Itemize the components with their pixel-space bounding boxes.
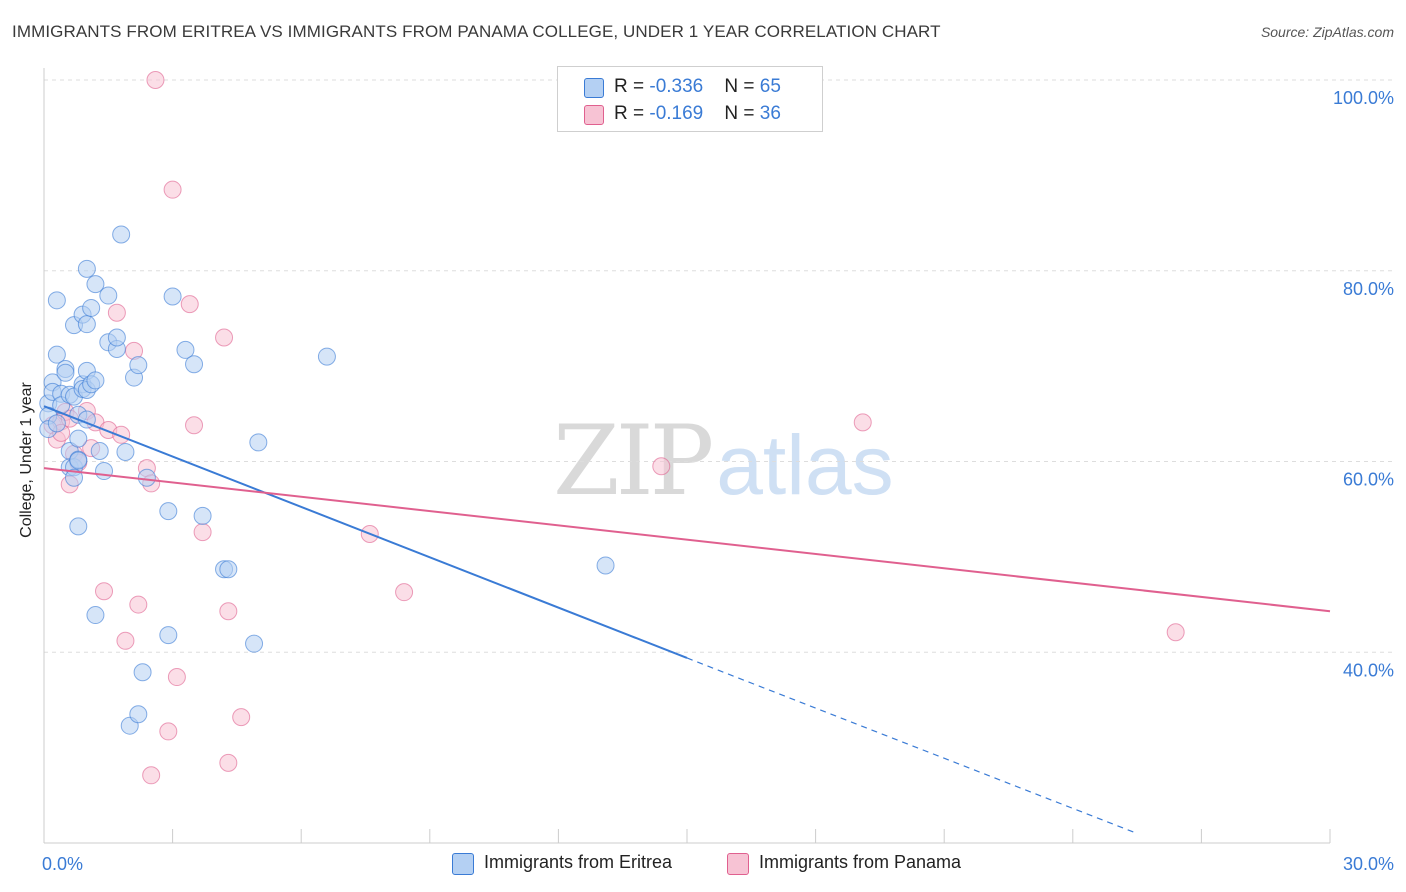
eritrea-point bbox=[56, 363, 75, 382]
eritrea-swatch bbox=[584, 78, 604, 98]
panama-legend-swatch bbox=[727, 853, 749, 875]
watermark-atlas: atlas bbox=[716, 418, 894, 512]
panama-point bbox=[167, 668, 186, 687]
n-label: N = bbox=[724, 76, 760, 97]
panama-point bbox=[180, 295, 199, 314]
x-tick-label: 0.0% bbox=[42, 854, 83, 874]
eritrea-point bbox=[193, 506, 212, 525]
eritrea-point bbox=[107, 328, 126, 347]
eritrea-point bbox=[90, 442, 109, 461]
eritrea-point bbox=[137, 468, 156, 487]
panama-point bbox=[652, 457, 671, 476]
eritrea-point bbox=[99, 286, 118, 305]
panama-point bbox=[193, 523, 212, 542]
n-label: N = bbox=[724, 103, 760, 124]
panama-point bbox=[219, 753, 238, 772]
panama-point bbox=[129, 595, 148, 614]
y-tick-label: 100.0% bbox=[1333, 88, 1394, 108]
eritrea-point bbox=[176, 340, 195, 359]
panama-point bbox=[219, 602, 238, 621]
eritrea-point bbox=[47, 345, 66, 364]
panama-swatch bbox=[584, 105, 604, 125]
eritrea-point bbox=[112, 225, 131, 244]
panama-point bbox=[395, 583, 414, 602]
eritrea-point bbox=[77, 259, 96, 278]
eritrea-point bbox=[116, 442, 135, 461]
panama-trend-line bbox=[43, 467, 1331, 613]
eritrea-point bbox=[47, 414, 66, 433]
stats-legend: R = -0.336 N = 65 R = -0.169 N = 36 bbox=[557, 66, 823, 132]
eritrea-legend-swatch bbox=[452, 853, 474, 875]
panama-point bbox=[116, 631, 135, 650]
eritrea-trend-extension bbox=[686, 657, 1138, 835]
source-label: Source: ZipAtlas.com bbox=[1260, 24, 1394, 40]
panama-point bbox=[853, 413, 872, 432]
eritrea-point bbox=[129, 356, 148, 375]
panama-point bbox=[185, 416, 204, 435]
r-label: R = bbox=[614, 76, 650, 97]
n-value: 36 bbox=[759, 103, 781, 124]
eritrea-point bbox=[159, 502, 178, 521]
eritrea-point bbox=[82, 298, 101, 317]
chart-title: IMMIGRANTS FROM ERITREA VS IMMIGRANTS FR… bbox=[12, 22, 941, 41]
eritrea-point bbox=[185, 355, 204, 374]
panama-point bbox=[95, 582, 114, 601]
eritrea-point bbox=[163, 287, 182, 306]
panama-point bbox=[232, 708, 251, 727]
r-value: -0.169 bbox=[649, 103, 704, 124]
eritrea-point bbox=[77, 315, 96, 334]
watermark: ZIPatlas bbox=[553, 405, 894, 517]
eritrea-trend-line bbox=[43, 405, 688, 659]
legend-label: Immigrants from Eritrea bbox=[484, 852, 673, 872]
eritrea-point bbox=[65, 468, 84, 487]
eritrea-point bbox=[317, 347, 336, 366]
legend-label: Immigrants from Panama bbox=[759, 852, 962, 872]
eritrea-point bbox=[86, 275, 105, 294]
r-value: -0.336 bbox=[649, 76, 704, 97]
eritrea-point bbox=[69, 517, 88, 536]
r-label: R = bbox=[614, 103, 650, 124]
eritrea-point bbox=[249, 433, 268, 452]
eritrea-point bbox=[245, 634, 264, 653]
panama-point bbox=[215, 328, 234, 347]
panama-point bbox=[146, 71, 165, 89]
eritrea-point bbox=[159, 626, 178, 645]
x-tick-label: 30.0% bbox=[1343, 854, 1394, 874]
eritrea-point bbox=[86, 371, 105, 390]
n-value: 65 bbox=[759, 76, 781, 97]
y-tick-label: 40.0% bbox=[1343, 660, 1394, 680]
panama-point bbox=[1166, 623, 1185, 642]
y-tick-label: 60.0% bbox=[1343, 470, 1394, 490]
eritrea-point bbox=[129, 705, 148, 724]
panama-point bbox=[107, 303, 126, 322]
panama-point bbox=[159, 722, 178, 741]
y-axis-label: College, Under 1 year bbox=[18, 382, 35, 538]
eritrea-point bbox=[47, 291, 66, 310]
eritrea-point bbox=[95, 462, 114, 481]
eritrea-point bbox=[86, 606, 105, 625]
eritrea-point bbox=[219, 560, 238, 579]
eritrea-point bbox=[69, 451, 88, 470]
panama-point bbox=[163, 180, 182, 199]
eritrea-point bbox=[596, 556, 615, 575]
eritrea-point bbox=[133, 663, 152, 682]
eritrea-point bbox=[69, 429, 88, 448]
panama-point bbox=[142, 766, 161, 785]
y-tick-label: 80.0% bbox=[1343, 279, 1394, 299]
